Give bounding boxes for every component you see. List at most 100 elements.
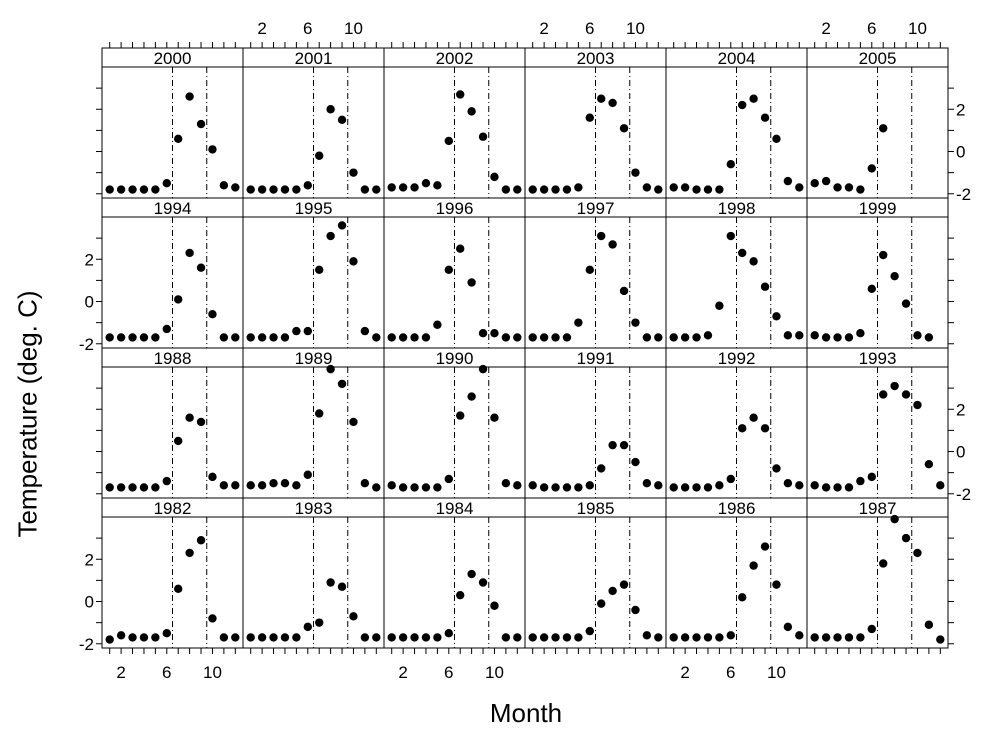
x-tick-label: 2: [680, 663, 689, 682]
x-tick-label: 6: [303, 19, 312, 38]
data-point: [924, 333, 934, 342]
x-axis-label: Month: [489, 698, 563, 728]
data-point: [936, 635, 945, 644]
data-point: [619, 580, 629, 589]
data-point: [901, 533, 911, 543]
panel-year-label: 2003: [577, 49, 615, 68]
data-point: [551, 633, 560, 642]
data-point: [772, 134, 781, 144]
data-point: [105, 483, 114, 492]
data-point: [890, 271, 899, 281]
data-point: [174, 134, 183, 144]
data-point: [433, 633, 442, 642]
data-point: [162, 629, 171, 638]
x-tick-label: 2: [821, 19, 830, 38]
data-point: [654, 633, 663, 642]
y-tick-label: -2: [956, 485, 971, 504]
data-point: [372, 483, 381, 492]
data-point: [456, 411, 465, 420]
data-point: [478, 578, 488, 587]
data-point: [303, 622, 312, 632]
data-point: [269, 479, 278, 488]
data-point: [490, 172, 499, 182]
data-point: [349, 257, 358, 266]
data-point: [501, 479, 511, 488]
data-point: [760, 282, 770, 291]
x-tick-label: 2: [539, 19, 548, 38]
data-point: [562, 483, 572, 492]
data-point: [654, 333, 663, 342]
data-point: [760, 113, 770, 122]
data-point: [749, 94, 758, 103]
data-point: [467, 569, 476, 579]
data-point: [562, 333, 572, 342]
data-point: [738, 100, 747, 110]
data-point: [444, 474, 453, 484]
x-tick-label: 2: [257, 19, 266, 38]
panel-year-label: 1990: [436, 349, 474, 368]
data-point: [128, 333, 137, 342]
data-point: [372, 185, 381, 194]
data-point: [867, 472, 876, 482]
data-point: [642, 183, 652, 192]
data-point: [692, 483, 701, 492]
data-point: [879, 124, 888, 133]
data-point: [726, 159, 735, 169]
data-point: [421, 483, 431, 492]
data-point: [372, 633, 381, 642]
data-point: [585, 481, 594, 490]
data-point: [185, 548, 194, 558]
x-tick-label: 10: [626, 19, 645, 38]
data-point: [303, 326, 312, 336]
data-point: [585, 113, 594, 122]
data-point: [795, 631, 804, 640]
data-point: [551, 333, 560, 342]
data-point: [151, 633, 160, 642]
data-point: [116, 185, 126, 194]
data-point: [410, 483, 419, 492]
data-point: [196, 536, 206, 545]
data-point: [490, 601, 499, 610]
data-point: [669, 633, 678, 642]
data-point: [738, 248, 747, 258]
data-point: [715, 633, 724, 642]
data-point: [105, 185, 114, 194]
data-point: [349, 168, 358, 177]
data-point: [867, 164, 876, 173]
panel-year-label: 1993: [859, 349, 897, 368]
data-point: [795, 481, 804, 490]
data-point: [528, 333, 537, 342]
data-point: [139, 185, 149, 194]
panel-year-label: 1994: [154, 199, 192, 218]
data-point: [315, 618, 324, 627]
y-tick-label: 2: [956, 400, 965, 419]
y-tick-label: 0: [956, 443, 965, 462]
panel-year-label: 2001: [295, 49, 333, 68]
data-point: [821, 176, 831, 186]
data-point: [208, 145, 217, 154]
panel-year-label: 1986: [718, 499, 756, 518]
data-point: [303, 181, 312, 190]
data-point: [680, 333, 690, 342]
data-point: [151, 483, 160, 492]
data-point: [772, 464, 781, 473]
data-point: [642, 631, 652, 640]
data-point: [433, 320, 442, 329]
data-point: [631, 318, 640, 327]
data-point: [185, 92, 194, 101]
data-point: [349, 612, 358, 621]
data-point: [185, 413, 194, 422]
data-point: [421, 333, 431, 342]
data-point: [772, 312, 781, 321]
data-point: [421, 633, 431, 642]
data-point: [654, 481, 663, 490]
data-point: [219, 481, 229, 490]
data-point: [326, 105, 335, 114]
data-point: [562, 633, 572, 642]
data-point: [410, 183, 419, 192]
x-tick-label: 2: [116, 663, 125, 682]
data-point: [490, 329, 499, 338]
data-point: [387, 481, 396, 490]
data-point: [269, 185, 278, 194]
data-point: [208, 614, 217, 623]
